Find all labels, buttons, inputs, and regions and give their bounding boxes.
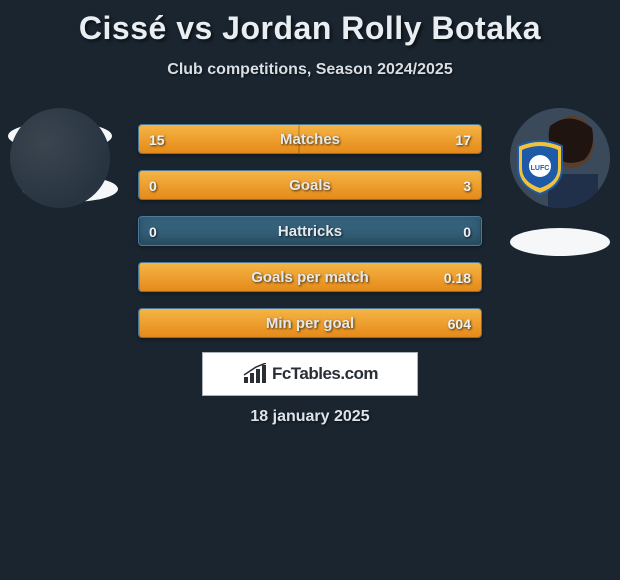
svg-text:LUFC: LUFC — [531, 165, 550, 172]
stat-row: 0 Hattricks 0 — [138, 216, 482, 246]
date-text: 18 january 2025 — [0, 408, 620, 426]
stat-row: Goals per match 0.18 — [138, 262, 482, 292]
stat-row: 0 Goals 3 — [138, 170, 482, 200]
stat-value-right: 0 — [463, 217, 471, 245]
stat-row: 15 Matches 17 — [138, 124, 482, 154]
player-photo-with-crest: LUFC — [510, 108, 610, 208]
fctables-logo: FcTables.com — [202, 352, 418, 396]
subtitle: Club competitions, Season 2024/2025 — [0, 61, 620, 79]
stat-label: Hattricks — [139, 217, 481, 245]
stat-label: Goals — [139, 171, 481, 199]
stat-value-right: 604 — [448, 309, 471, 337]
stat-label: Min per goal — [139, 309, 481, 337]
stat-label: Matches — [139, 125, 481, 153]
stat-value-right: 0.18 — [444, 263, 471, 291]
logo-inner: FcTables.com — [242, 363, 378, 385]
stats-bars: 15 Matches 17 0 Goals 3 0 Hattricks 0 Go… — [138, 124, 482, 354]
logo-text: FcTables.com — [272, 364, 378, 384]
bar-chart-icon — [242, 363, 268, 385]
page-title: Cissé vs Jordan Rolly Botaka — [0, 0, 620, 47]
stat-value-right: 17 — [455, 125, 471, 153]
stat-label: Goals per match — [139, 263, 481, 291]
decorative-ellipse — [510, 228, 610, 256]
stat-row: Min per goal 604 — [138, 308, 482, 338]
player-right-avatar: LUFC — [510, 108, 610, 208]
player-left-avatar — [10, 108, 110, 208]
stat-value-right: 3 — [463, 171, 471, 199]
